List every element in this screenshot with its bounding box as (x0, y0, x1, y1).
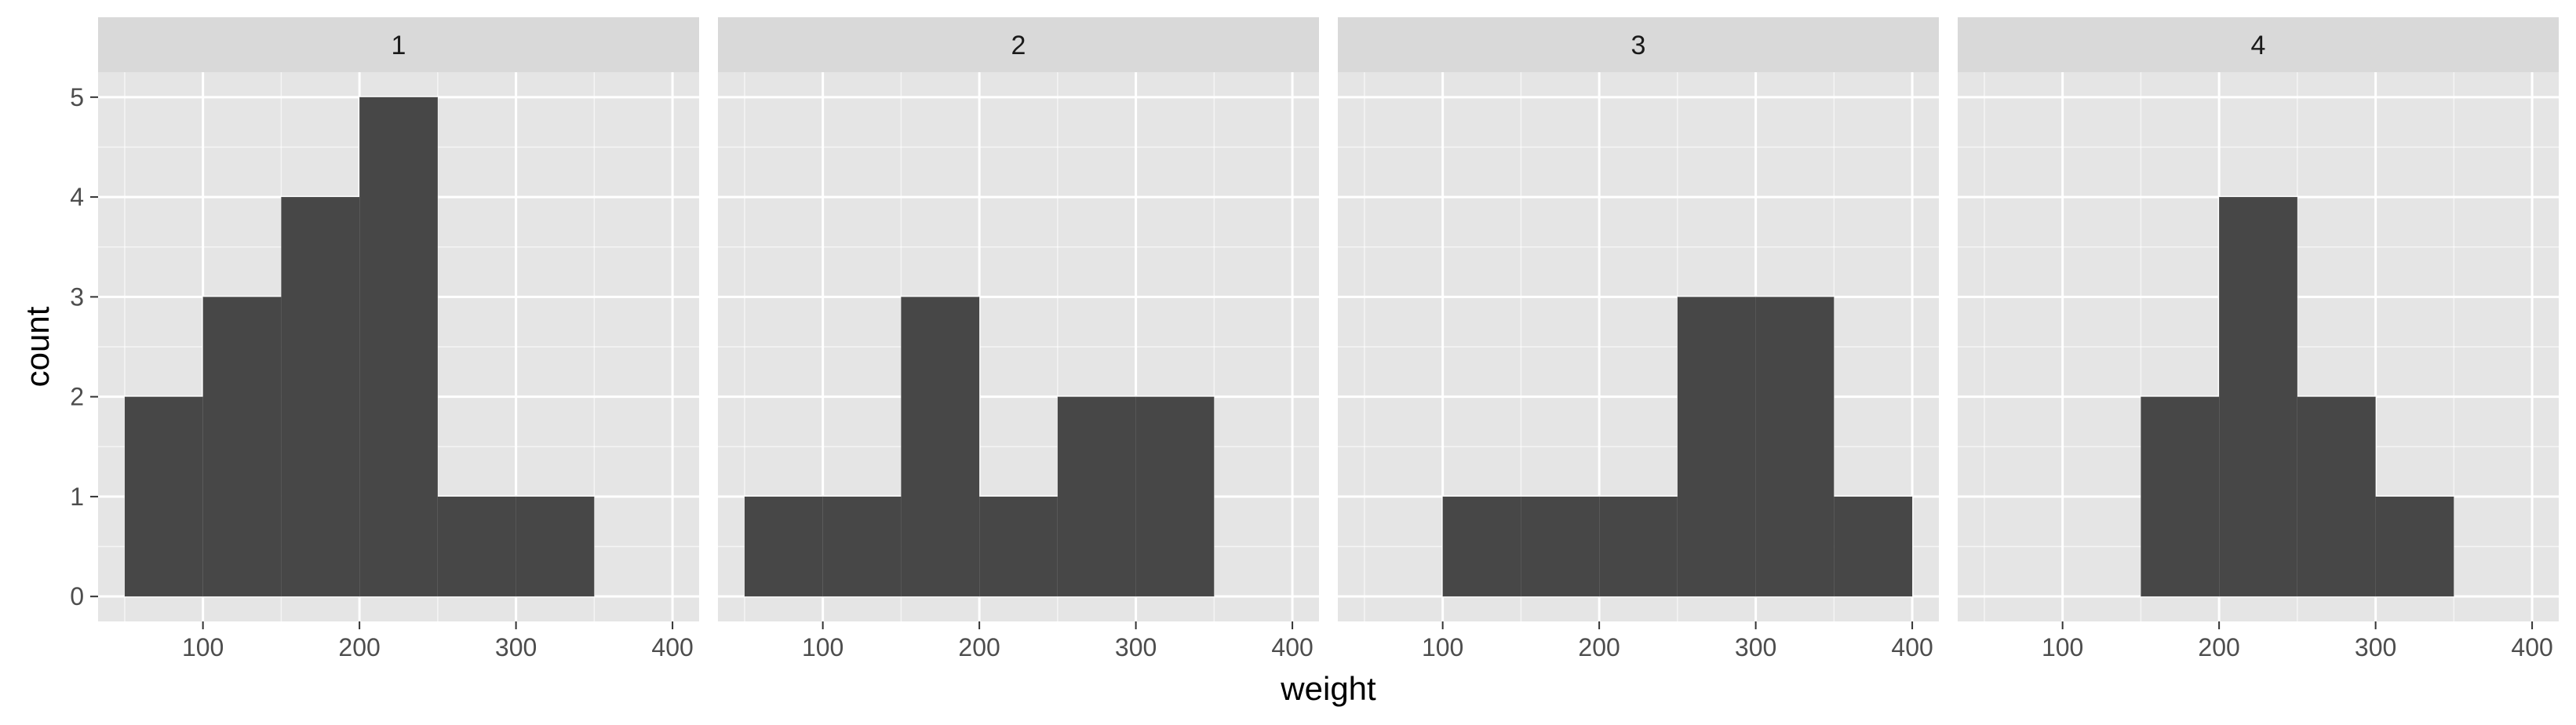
x-tick-label: 300 (1735, 633, 1776, 661)
histogram-bar (516, 496, 595, 597)
y-axis-title: count (19, 306, 56, 387)
facet-strip (98, 17, 699, 72)
x-tick-label: 100 (802, 633, 843, 661)
histogram-bar (1755, 297, 1835, 597)
histogram-bar (1057, 396, 1136, 597)
x-tick-label: 100 (1422, 633, 1463, 661)
x-tick-label: 200 (1578, 633, 1620, 661)
facet-strip (718, 17, 1319, 72)
y-tick-label: 5 (70, 83, 84, 111)
histogram-bar (1599, 496, 1678, 597)
facet-strip (1338, 17, 1939, 72)
histogram-bar (1135, 396, 1215, 597)
x-axis-title: weight (1280, 670, 1376, 707)
facet-strip-label: 2 (1011, 31, 1026, 60)
histogram-bar (822, 496, 902, 597)
histogram-bar (281, 197, 360, 597)
facet-strip-label: 1 (392, 31, 406, 60)
x-tick-label: 300 (1115, 633, 1157, 661)
histogram-bar (1521, 496, 1600, 597)
y-tick-label: 1 (70, 483, 84, 511)
histogram-bar (1834, 496, 1913, 597)
x-tick-label: 300 (2355, 633, 2396, 661)
x-tick-label: 200 (958, 633, 1000, 661)
y-tick-label: 2 (70, 383, 84, 411)
histogram-bar (2297, 396, 2376, 597)
x-tick-label: 100 (2042, 633, 2083, 661)
x-tick-label: 400 (1891, 633, 1933, 661)
histogram-bar (744, 496, 823, 597)
histogram-bar (437, 496, 516, 597)
facet-panel-1: 1 100 200 300 400 (98, 17, 699, 661)
histogram-bar (2219, 197, 2297, 597)
histogram-bar (359, 97, 438, 597)
x-tick-label: 400 (651, 633, 693, 661)
histogram-bar (2375, 496, 2454, 597)
y-tick-label: 0 (70, 582, 84, 610)
x-tick-label: 200 (338, 633, 380, 661)
histogram-bar (901, 297, 980, 597)
y-tick-label: 4 (70, 183, 84, 211)
x-tick-label: 300 (495, 633, 537, 661)
y-axis: 0 1 2 3 4 5 (70, 83, 98, 610)
histogram-bar (202, 297, 282, 597)
y-tick-label: 3 (70, 282, 84, 311)
facet-panel-3: 3 100 200 300 400 (1338, 17, 1939, 661)
histogram-bar (979, 496, 1058, 597)
histogram-bar (1677, 297, 1756, 597)
histogram-bar (124, 396, 203, 597)
facet-strip-label: 4 (2251, 31, 2266, 60)
x-tick-label: 200 (2198, 633, 2239, 661)
histogram-bar (1442, 496, 1521, 597)
x-tick-label: 100 (182, 633, 224, 661)
x-tick-label: 400 (2511, 633, 2552, 661)
facet-strip-label: 3 (1631, 31, 1646, 60)
facet-panel-4: 4 100 200 300 400 (1958, 17, 2559, 661)
histogram-bar (2141, 396, 2220, 597)
x-tick-label: 400 (1271, 633, 1313, 661)
facet-panel-2: 2 100 200 300 400 (718, 17, 1319, 661)
facet-strip (1958, 17, 2559, 72)
